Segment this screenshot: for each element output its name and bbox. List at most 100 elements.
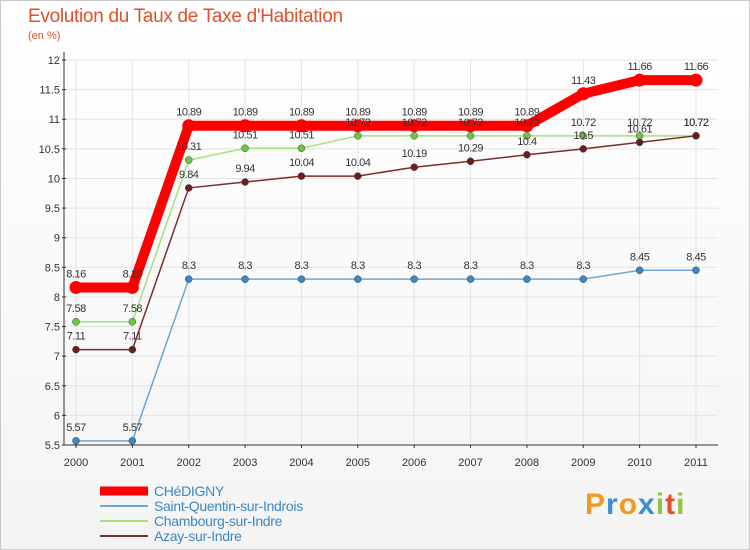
data-label: 10.29 <box>458 142 483 154</box>
data-label: 8.3 <box>576 260 590 272</box>
data-label: 8.3 <box>407 260 421 272</box>
y-tick-label: 10.5 <box>39 144 60 156</box>
data-point <box>354 132 362 140</box>
data-point <box>635 138 644 147</box>
data-label: 7.11 <box>123 331 142 343</box>
legend: CHéDIGNYSaint-Quentin-sur-IndroisChambou… <box>100 483 303 544</box>
data-point <box>579 145 588 153</box>
data-label: 7.58 <box>66 303 86 315</box>
x-tick-label: 2011 <box>684 457 708 469</box>
data-label: 8.3 <box>182 260 196 272</box>
data-label: 8.3 <box>351 260 365 272</box>
data-point <box>297 275 306 283</box>
data-label: 10.72 <box>458 117 483 129</box>
data-point <box>72 318 80 326</box>
grid-lines <box>64 59 718 446</box>
data-point <box>523 275 531 283</box>
data-point <box>182 119 196 133</box>
chart-title: Evolution du Taux de Taxe d'Habitation <box>28 6 343 27</box>
data-label: 10.72 <box>345 117 370 129</box>
x-tick-label: 2003 <box>233 457 257 469</box>
data-point <box>354 172 362 180</box>
y-tick-label: 12 <box>48 55 60 67</box>
x-tick-label: 2004 <box>289 457 313 469</box>
y-tick-label: 8 <box>54 292 60 304</box>
y-tick-label: 11.5 <box>39 85 60 97</box>
data-label: 10.19 <box>402 148 427 160</box>
legend-label: Saint-Quentin-sur-Indrois <box>154 498 303 514</box>
x-tick-label: 2005 <box>346 457 370 469</box>
data-point <box>523 151 531 159</box>
y-tick-label: 8.5 <box>45 262 60 274</box>
data-point <box>128 437 137 445</box>
data-label: 9.84 <box>179 169 199 181</box>
data-point <box>633 73 647 87</box>
data-label: 10.72 <box>571 117 596 129</box>
data-label: 10.89 <box>514 107 539 119</box>
data-label: 11.66 <box>684 61 709 73</box>
data-point <box>297 172 306 180</box>
data-point <box>635 266 644 275</box>
y-tick-label: 11 <box>49 114 60 126</box>
data-point <box>520 119 534 133</box>
data-point <box>410 163 418 171</box>
data-label: 10.89 <box>402 107 427 119</box>
data-point <box>125 280 139 294</box>
data-point <box>184 156 193 164</box>
data-point <box>579 275 588 283</box>
data-point <box>410 132 418 140</box>
legend-label: CHéDIGNY <box>154 483 225 499</box>
data-point <box>241 144 249 153</box>
y-tick-label: 6.5 <box>45 381 60 393</box>
y-tick-label: 7.5 <box>45 322 60 334</box>
data-label: 10.89 <box>176 107 201 119</box>
series-line <box>71 75 701 293</box>
y-tick-label: 10 <box>48 173 60 185</box>
data-point <box>466 132 475 140</box>
data-label: 10.61 <box>627 123 652 135</box>
data-label: 10.04 <box>289 157 314 169</box>
y-tick-label: 9.5 <box>45 203 60 215</box>
x-tick-label: 2006 <box>402 457 426 469</box>
x-tick-label: 2010 <box>627 457 651 469</box>
y-tick-label: 5.5 <box>45 440 60 452</box>
data-label: 8.3 <box>520 260 534 272</box>
x-tick-label: 2008 <box>515 457 539 469</box>
data-label: 10.72 <box>683 117 708 129</box>
data-point <box>579 132 588 140</box>
x-tick-label: 2007 <box>458 457 482 469</box>
data-point <box>692 132 700 140</box>
data-point <box>184 184 193 192</box>
data-point <box>128 345 137 354</box>
data-label: 10.89 <box>345 107 370 119</box>
data-label: 8.45 <box>630 251 650 263</box>
logo-letter: t <box>665 488 677 521</box>
logo-letter: o <box>618 488 639 521</box>
data-point <box>351 119 365 133</box>
data-label: 8.45 <box>686 251 706 263</box>
data-label: 8.3 <box>295 260 309 272</box>
data-point <box>466 275 475 283</box>
data-point <box>238 119 252 133</box>
data-point <box>466 157 475 166</box>
data-point <box>69 280 83 294</box>
x-tick-label: 2002 <box>176 457 200 469</box>
proxiti-logo: Proxiti <box>585 488 685 522</box>
data-label: 10.72 <box>402 117 427 129</box>
data-point <box>128 318 137 326</box>
series-line <box>75 135 697 351</box>
data-label: 11.66 <box>628 61 653 73</box>
data-label: 10.72 <box>627 117 652 129</box>
data-point <box>410 275 418 283</box>
data-point <box>241 178 249 186</box>
data-label: 10.89 <box>458 107 483 119</box>
data-point <box>576 87 590 101</box>
data-label: 8.16 <box>66 268 86 280</box>
y-tick-label: 7 <box>54 351 60 363</box>
data-label: 8.3 <box>238 260 252 272</box>
series-line <box>75 135 697 323</box>
y-tick-label: 6 <box>54 410 60 422</box>
data-label: 10.72 <box>683 117 708 129</box>
data-label: 10.51 <box>233 129 258 141</box>
